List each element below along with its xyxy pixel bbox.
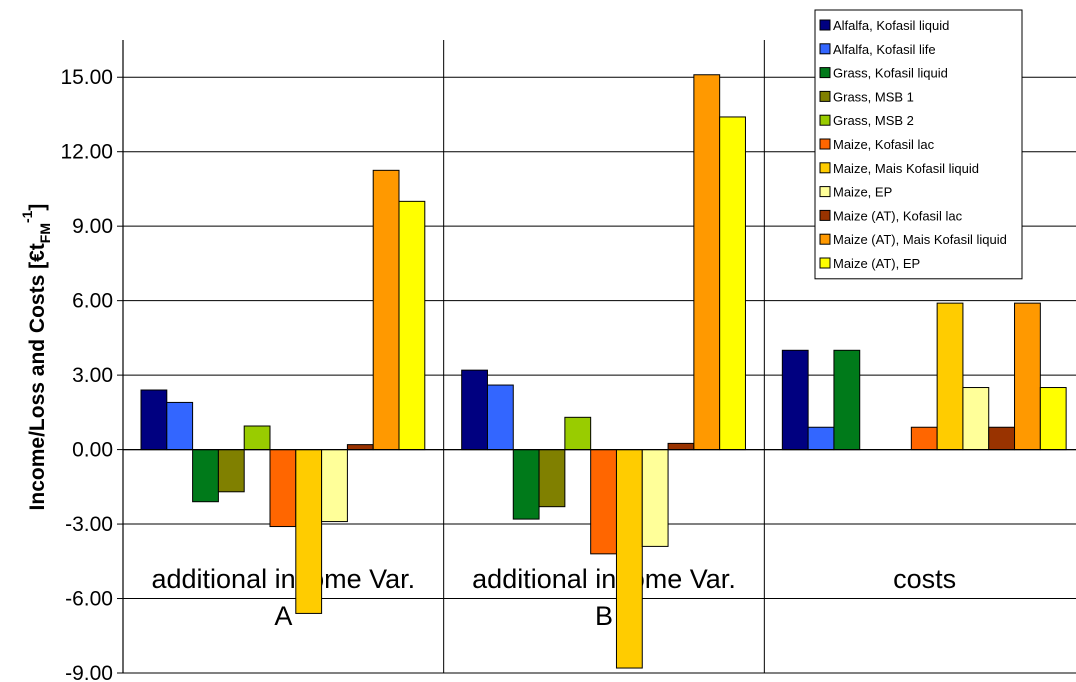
category-separators: [443, 40, 765, 673]
bar: [962, 387, 990, 451]
y-tick-label: 15.00: [60, 66, 113, 89]
y-axis-label: Income/Loss and Costs [€tFM-1]: [19, 204, 53, 511]
category-label: additional income Var.: [151, 564, 415, 594]
bar: [140, 389, 168, 451]
legend-label: Alfalfa, Kofasil life: [833, 42, 936, 57]
bar: [910, 426, 938, 451]
legend-label: Maize (AT), Mais Kofasil liquid: [833, 232, 1007, 247]
y-axis-label-sup: -1: [19, 210, 35, 223]
legend-swatch: [819, 138, 831, 150]
legend-swatch: [819, 186, 831, 198]
legend-swatch: [819, 19, 831, 31]
legend-label: Alfalfa, Kofasil liquid: [833, 18, 949, 33]
y-tick-label: 9.00: [72, 215, 113, 238]
legend-label: Maize, Kofasil lac: [833, 137, 935, 152]
legend-swatch: [819, 162, 831, 174]
category-label-line2: A: [274, 601, 292, 631]
y-tick-label: 0.00: [72, 439, 113, 462]
bar: [807, 426, 835, 451]
legend-swatch: [819, 67, 831, 79]
bar: [1039, 387, 1067, 451]
legend-label: Maize (AT), EP: [833, 256, 920, 271]
bar: [398, 200, 426, 451]
bar: [217, 449, 245, 493]
legend: Alfalfa, Kofasil liquid Alfalfa, Kofasil …: [814, 9, 1023, 280]
bar: [295, 449, 323, 614]
legend-swatch: [819, 233, 831, 245]
bar: [192, 449, 219, 503]
bar: [243, 425, 271, 451]
legend-label: Maize, Mais Kofasil liquid: [833, 161, 979, 176]
bar: [781, 349, 809, 451]
bar: [564, 416, 592, 451]
y-tick-label: -6.00: [65, 588, 113, 611]
bar: [1014, 302, 1041, 451]
y-axis-label-end: ]: [26, 204, 49, 211]
legend-label: Maize, EP: [833, 185, 892, 200]
y-tick-label: 3.00: [72, 364, 113, 387]
y-tick-label: 12.00: [60, 141, 113, 164]
legend-swatch: [819, 43, 831, 55]
legend-label: Grass, MSB 1: [833, 89, 914, 104]
bar: [538, 449, 566, 508]
y-tick-label: 6.00: [72, 290, 113, 313]
y-axis-label-main: Income/Loss and Costs [€t: [26, 243, 49, 510]
legend-swatch: [819, 257, 831, 269]
bar: [461, 369, 488, 451]
y-axis-label-sub: FM: [37, 223, 53, 243]
category-label: additional income Var.: [472, 564, 736, 594]
bar: [486, 384, 514, 451]
category-label-line2: B: [595, 601, 613, 631]
bar: [988, 426, 1016, 451]
legend-box: [814, 9, 1023, 280]
axes: [122, 40, 1076, 673]
bar: [719, 116, 746, 451]
bar: [372, 169, 400, 451]
bar: [166, 401, 194, 451]
bar: [269, 449, 297, 528]
bar: [615, 449, 643, 669]
legend-label: Grass, Kofasil liquid: [833, 66, 948, 81]
bar: [321, 449, 348, 523]
y-tick-label: -3.00: [65, 513, 113, 536]
bar: [833, 349, 861, 451]
bars: [140, 74, 1067, 669]
y-tick-labels: -9.00 -6.00 -3.00 0.00 3.00 6.00 9.00 12.00 15.0…: [60, 66, 113, 682]
bar: [936, 302, 964, 451]
bar: [346, 444, 374, 451]
legend-swatch: [819, 114, 831, 126]
legend-swatch: [819, 209, 831, 221]
bar: [590, 449, 617, 555]
bar: [512, 449, 540, 520]
legend-label: Maize (AT), Kofasil lac: [833, 208, 963, 223]
bar: [693, 74, 721, 451]
legend-label: Grass, MSB 2: [833, 113, 914, 128]
bar: [641, 449, 669, 547]
bar: [667, 442, 695, 451]
y-tick-label: -9.00: [65, 662, 113, 682]
category-label: costs: [893, 564, 956, 594]
legend-swatch: [819, 90, 831, 102]
